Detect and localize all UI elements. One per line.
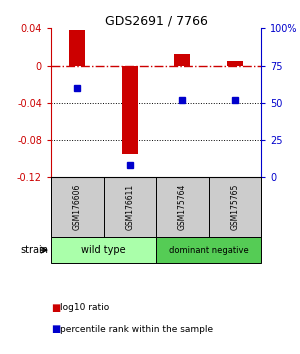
Bar [122,65,138,154]
Bar [156,237,261,263]
Text: GSM176606: GSM176606 [73,184,82,230]
Bar [156,177,208,237]
Text: GSM175764: GSM175764 [178,184,187,230]
Bar [174,55,190,65]
Bar [69,30,85,65]
Text: wild type: wild type [81,245,126,255]
Text: dominant negative: dominant negative [169,246,248,255]
Text: ■: ■ [51,303,60,313]
Text: log10 ratio: log10 ratio [60,303,109,313]
Text: GSM175765: GSM175765 [230,184,239,230]
Bar [103,177,156,237]
Title: GDS2691 / 7766: GDS2691 / 7766 [105,14,207,27]
Bar [51,177,104,237]
Bar [227,61,243,65]
Bar [208,177,261,237]
Text: GSM176611: GSM176611 [125,184,134,230]
Text: percentile rank within the sample: percentile rank within the sample [60,325,213,334]
Bar [51,237,156,263]
Text: strain: strain [20,245,48,255]
Text: ■: ■ [51,324,60,334]
